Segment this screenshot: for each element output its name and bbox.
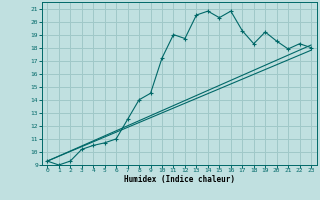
X-axis label: Humidex (Indice chaleur): Humidex (Indice chaleur) <box>124 175 235 184</box>
